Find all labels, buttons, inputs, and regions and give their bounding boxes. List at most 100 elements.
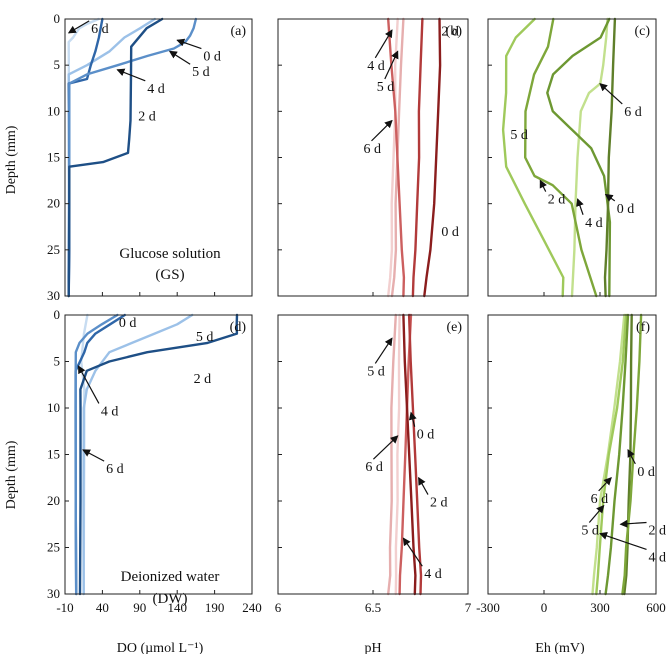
y-tick-label: 25 [47, 242, 60, 257]
y-tick-label: 10 [47, 103, 60, 118]
annotation-label: 6 d [364, 142, 382, 157]
annotation-label: 2 d [441, 25, 459, 40]
annotation-5d: 5 d [196, 330, 214, 345]
x-tick-label: 6.5 [365, 600, 381, 615]
annotation-arrow [374, 337, 393, 364]
annotation-0d: 0 d [408, 411, 434, 443]
series-line-0d [402, 313, 417, 596]
plot-frame [487, 18, 657, 297]
annotation-2d: 2 d [619, 519, 667, 538]
annotation-label: 2 d [430, 496, 448, 511]
annotation-6d: 6 d [365, 435, 399, 475]
series-line-2d [621, 313, 643, 596]
condition-abbr-gs: (GS) [155, 267, 184, 283]
annotation-6d: 6 d [82, 449, 124, 477]
panel-label: (a) [230, 24, 246, 39]
x-tick-label: 190 [205, 600, 225, 615]
annotation-label: 6 d [624, 105, 642, 120]
annotation-arrow [372, 435, 399, 460]
series-line-2d [524, 17, 598, 298]
annotation-arrow [168, 50, 191, 65]
y-axis-label-top: Depth (mm) [4, 125, 19, 194]
panel-e: 6 6.5 7 (e) [275, 313, 472, 615]
panel-label: (f) [636, 320, 650, 335]
panel-f: -300 0 300 600 (f) [476, 313, 666, 615]
annotation-arrow [599, 82, 623, 105]
series-line-0d [623, 313, 633, 596]
panel-label: (d) [230, 320, 247, 335]
annotation-arrow [619, 519, 647, 528]
x-tick-label: 140 [167, 600, 187, 615]
annotation-label: 4 d [424, 567, 442, 582]
annotation-label: 0 d [637, 465, 655, 480]
condition-name-dw: Deionized water [121, 569, 220, 585]
panel-b: (b) [277, 17, 469, 298]
y-tick-label: 15 [47, 447, 60, 462]
series-line-2d [78, 313, 239, 596]
x-tick-label: 0 [541, 600, 548, 615]
x-axis-label-ph: pH [364, 641, 381, 654]
series-line-4d [546, 17, 612, 298]
annotation-2d: 2 d [138, 110, 156, 125]
annotation-6d: 6 d [67, 20, 109, 37]
annotation-label: 5 d [367, 364, 385, 379]
annotation-5d: 5 d [510, 128, 528, 143]
x-tick-label: 7 [465, 600, 472, 615]
y-tick-label: 15 [47, 150, 60, 165]
series-line-4d [387, 17, 406, 298]
annotation-0d: 0 d [119, 316, 137, 331]
annotation-arrow [374, 29, 393, 59]
annotation-arrow [588, 504, 605, 523]
annotation-arrow [402, 537, 423, 567]
annotation-label: 6 d [365, 460, 383, 475]
annotation-2d: 2 d [418, 476, 448, 511]
annotation-label: 0 d [203, 50, 221, 65]
panel-d: 0 5 10 15 20 25 30-10 40 90 140 190 240 (d) [47, 307, 262, 615]
series-line-4d [67, 17, 104, 298]
panel-label: (b) [446, 24, 463, 39]
y-axis-label-bottom: Depth (mm) [4, 440, 19, 509]
x-tick-label: 6 [275, 600, 282, 615]
annotation-arrow [176, 38, 202, 50]
annotation-arrow [77, 365, 100, 404]
annotation-label: 2 d [548, 193, 566, 208]
annotation-4d: 4 d [116, 68, 165, 97]
x-tick-label: 40 [96, 600, 109, 615]
annotation-label: 2 d [649, 523, 667, 538]
annotation-0d: 0 d [604, 193, 634, 217]
annotation-arrow [408, 411, 417, 427]
y-tick-label: 10 [47, 400, 60, 415]
y-tick-label: 5 [54, 57, 61, 72]
annotation-5d: 5 d [377, 50, 399, 95]
annotation-4d: 4 d [576, 198, 603, 231]
y-tick-label: 25 [47, 540, 60, 555]
x-tick-label: -10 [56, 600, 73, 615]
annotation-label: 4 d [101, 404, 119, 419]
annotation-4d: 4 d [599, 532, 666, 565]
annotation-4d: 4 d [402, 537, 442, 582]
annotation-arrow [116, 68, 146, 82]
x-tick-label: 300 [590, 600, 610, 615]
series-line-6d [570, 17, 609, 298]
annotation-5d: 5 d [581, 504, 605, 538]
y-tick-label: 0 [54, 307, 61, 322]
annotation-4d: 4 d [77, 365, 119, 419]
annotation-label: 2 d [138, 110, 156, 125]
x-tick-label: 600 [646, 600, 666, 615]
annotation-2d: 2 d [441, 25, 459, 40]
y-tick-label: 30 [47, 586, 60, 601]
annotation-label: 0 d [441, 225, 459, 240]
condition-label-gs: Glucose solution (GS) [119, 246, 221, 283]
annotation-arrow [384, 50, 399, 80]
annotation-2d: 2 d [194, 372, 212, 387]
annotation-5d: 5 d [367, 337, 393, 379]
series-line-0d [74, 313, 119, 596]
annotation-arrow [576, 198, 584, 215]
y-tick-label: 0 [54, 11, 61, 26]
annotation-arrow [371, 119, 393, 142]
series-line-2d [67, 17, 164, 298]
plot-frame [277, 314, 469, 595]
annotation-0d: 0 d [627, 448, 655, 480]
